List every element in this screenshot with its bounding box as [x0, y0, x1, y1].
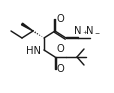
Polygon shape — [21, 23, 33, 31]
Text: −: − — [93, 30, 98, 35]
Text: +: + — [81, 30, 87, 35]
Text: O: O — [57, 64, 64, 74]
Text: N: N — [74, 25, 81, 36]
Text: O: O — [56, 44, 64, 54]
Text: N: N — [86, 25, 93, 36]
Text: O: O — [57, 14, 64, 24]
Text: HN: HN — [26, 46, 41, 56]
